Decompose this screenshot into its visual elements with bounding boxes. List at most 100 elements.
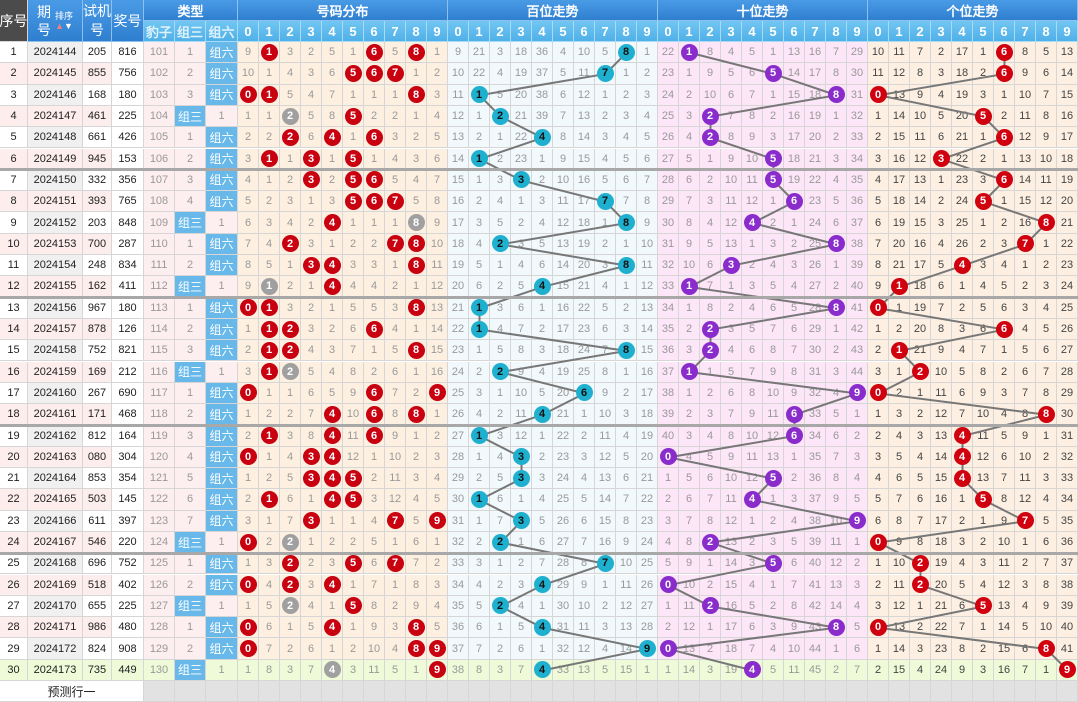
dist-cell: 1: [259, 84, 280, 106]
dist-cell: 4: [322, 659, 343, 681]
ge-cell: 4: [868, 169, 889, 192]
dist-ball: 3: [302, 256, 320, 274]
bai-cell: 23: [553, 446, 574, 468]
dist-cell: 3: [301, 510, 322, 532]
footer-predict-cell[interactable]: [206, 681, 238, 702]
dist-cell: 7: [301, 404, 322, 426]
ge-cell: 17: [889, 169, 910, 192]
footer-predict-cell[interactable]: [406, 681, 427, 702]
shi-cell: 7: [700, 276, 721, 298]
ge-cell: 4: [973, 276, 994, 298]
footer-predict-cell[interactable]: [973, 681, 994, 702]
footer-predict-cell[interactable]: [763, 681, 784, 702]
footer-predict-cell[interactable]: [427, 681, 448, 702]
shi-cell: 30: [805, 340, 826, 362]
shi-cell: 9: [847, 510, 868, 532]
footer-predict-cell[interactable]: [889, 681, 910, 702]
footer-predict-cell[interactable]: [847, 681, 868, 702]
footer-predict-cell[interactable]: [721, 681, 742, 702]
ge-ball: 2: [911, 363, 929, 381]
shi-cell: 9: [721, 446, 742, 468]
ge-cell: 15: [1015, 191, 1036, 213]
footer-predict-cell[interactable]: [511, 681, 532, 702]
footer-predict-cell[interactable]: [469, 681, 490, 702]
dist-ball: 1: [260, 43, 278, 61]
footer-predict-cell[interactable]: [805, 681, 826, 702]
footer-predict-cell[interactable]: [1015, 681, 1036, 702]
baozi-omission: 104: [144, 105, 175, 128]
dist-cell: 2: [406, 382, 427, 405]
ge-cell: 10: [1015, 84, 1036, 106]
footer-predict-cell[interactable]: [553, 681, 574, 702]
bai-cell: 11: [574, 63, 595, 85]
footer-predict-cell[interactable]: [322, 681, 343, 702]
footer-predict-cell[interactable]: [301, 681, 322, 702]
footer-predict-cell[interactable]: [616, 681, 637, 702]
footer-predict-cell[interactable]: [574, 681, 595, 702]
ge-cell: 18: [910, 276, 931, 298]
footer-predict-cell[interactable]: [490, 681, 511, 702]
footer-predict-cell[interactable]: [280, 681, 301, 702]
footer-predict-cell[interactable]: [994, 681, 1015, 702]
footer-predict-cell[interactable]: [532, 681, 553, 702]
footer-predict-cell[interactable]: [175, 681, 206, 702]
footer-predict-cell[interactable]: [658, 681, 679, 702]
footer-predict-cell[interactable]: [385, 681, 406, 702]
dist-cell: 6: [343, 318, 364, 341]
footer-predict-cell[interactable]: [1057, 681, 1078, 702]
bai-cell: 1: [469, 340, 490, 362]
ge-cell: 3: [973, 659, 994, 681]
footer-predict-cell[interactable]: [1036, 681, 1057, 702]
ge-ball: 8: [1037, 640, 1055, 658]
shi-ball: 9: [848, 512, 866, 530]
footer-predict-cell[interactable]: [238, 681, 259, 702]
sort-button[interactable]: 排序 ▲▼: [55, 11, 73, 31]
footer-predict-cell[interactable]: [910, 681, 931, 702]
footer-predict-cell[interactable]: [448, 681, 469, 702]
ge-cell: 3: [931, 63, 952, 85]
footer-predict-cell[interactable]: [952, 681, 973, 702]
zuliu-label: 组六: [206, 404, 238, 426]
footer-predict-cell[interactable]: [742, 681, 763, 702]
footer-predict-cell[interactable]: [343, 681, 364, 702]
bai-ball: 4: [533, 618, 551, 636]
bai-cell: 5: [469, 255, 490, 277]
header-issue[interactable]: 期号 排序 ▲▼: [28, 0, 83, 42]
dist-cell: 2: [259, 531, 280, 554]
footer-predict-cell[interactable]: [259, 681, 280, 702]
shi-cell: 9: [679, 233, 700, 255]
dist-cell: 3: [280, 191, 301, 213]
shi-cell: 3: [847, 446, 868, 468]
dist-ball: 8: [407, 618, 425, 636]
dist-cell: 0: [238, 574, 259, 596]
footer-predict-cell[interactable]: [868, 681, 889, 702]
dist-cell: 5: [406, 510, 427, 532]
bai-cell: 1: [469, 489, 490, 511]
footer-predict-cell[interactable]: [364, 681, 385, 702]
footer-predict-cell[interactable]: [679, 681, 700, 702]
ge-cell: 13: [1015, 148, 1036, 170]
zuliu-label: 组六: [206, 574, 238, 596]
shi-cell: 42: [847, 318, 868, 341]
footer-predict-cell[interactable]: [784, 681, 805, 702]
row-prize-number: 426: [112, 127, 144, 149]
footer-predict-cell[interactable]: [931, 681, 952, 702]
footer-predict-cell[interactable]: [826, 681, 847, 702]
footer-predict-cell[interactable]: [700, 681, 721, 702]
header-ge-digit: 6: [994, 21, 1015, 42]
footer-predict-cell[interactable]: [144, 681, 175, 702]
ge-cell: 5: [868, 489, 889, 511]
row-prize-number: 180: [112, 84, 144, 106]
bai-cell: 5: [532, 382, 553, 405]
dist-cell: 4: [301, 340, 322, 362]
shi-cell: 37: [658, 361, 679, 383]
ge-cell: 34: [1057, 489, 1078, 511]
bai-cell: 7: [490, 510, 511, 532]
dist-cell: 7: [385, 510, 406, 532]
shi-cell: 4: [763, 638, 784, 660]
footer-predict-cell[interactable]: [637, 681, 658, 702]
footer-predict-cell[interactable]: [595, 681, 616, 702]
ge-cell: 21: [910, 340, 931, 362]
shi-cell: 10: [742, 148, 763, 170]
ge-cell: 1: [973, 617, 994, 639]
